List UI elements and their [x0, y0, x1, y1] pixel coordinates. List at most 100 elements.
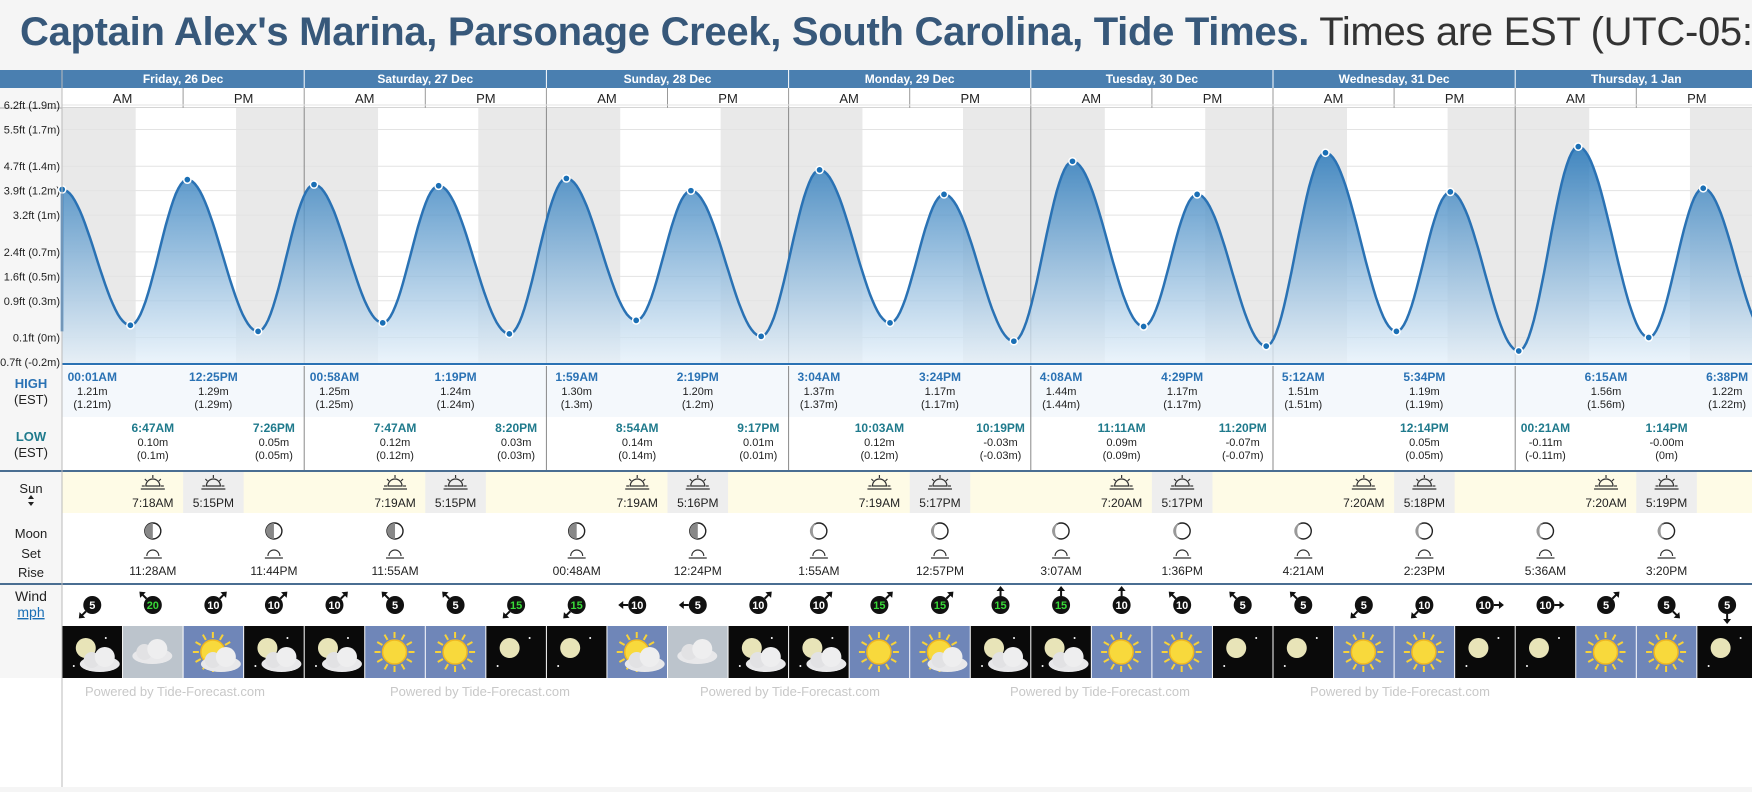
tide-point-low[interactable] — [631, 316, 641, 325]
tide-point-high[interactable] — [1573, 142, 1583, 151]
tide-point-low[interactable] — [1514, 346, 1524, 356]
wind-speed: 5 — [695, 600, 701, 612]
tide-height: 1.37m — [804, 386, 835, 398]
page-title: Captain Alex's Marina, Parsonage Creek, … — [20, 10, 1752, 55]
tide-point-high[interactable] — [309, 180, 319, 189]
weather-night-clear-icon — [486, 626, 546, 678]
moonset-icon — [567, 549, 586, 559]
weather-sunny-icon — [849, 626, 910, 678]
tide-point-high[interactable] — [434, 181, 443, 191]
am-label: AM — [597, 91, 617, 106]
tide-point-low[interactable] — [1009, 336, 1019, 346]
tide-point-high[interactable] — [562, 174, 571, 183]
sort-arrows-icon[interactable] — [28, 495, 34, 506]
moonrise-icon — [1415, 549, 1434, 559]
tide-height-alt: (0.09m) — [1103, 450, 1141, 462]
tide-point-low[interactable] — [505, 329, 514, 339]
y-tick-label: 2.4ft (0.7m) — [4, 247, 60, 259]
weather-night-cloudy-icon — [970, 626, 1031, 678]
powered-by-footer: Powered by Tide-Forecast.com — [1310, 684, 1490, 699]
tide-time: 6:47AM — [131, 421, 174, 435]
moonrise-icon — [143, 549, 162, 559]
tide-point-high[interactable] — [815, 165, 824, 175]
sunset-time: 5:17PM — [1161, 496, 1202, 510]
wind-badge — [991, 596, 1010, 614]
tide-point-low[interactable] — [885, 318, 895, 328]
am-label: AM — [1324, 91, 1344, 106]
tide-point-low[interactable] — [756, 331, 766, 341]
moonset-icon — [1294, 549, 1313, 559]
wind-indicator — [1657, 596, 1681, 619]
moon-phase-icon — [1415, 522, 1434, 540]
tide-point-high[interactable] — [1321, 148, 1330, 158]
tide-point-low[interactable] — [1392, 327, 1401, 336]
wind-badge — [1354, 596, 1373, 614]
high-row-bg — [62, 366, 1752, 417]
wind-indicator — [264, 591, 288, 614]
moon-time: 1:36PM — [1161, 564, 1202, 578]
sunrise-icon — [383, 475, 408, 490]
wind-indicator — [1718, 596, 1737, 624]
wind-speed: 10 — [752, 600, 764, 612]
weather-partly-sunny-icon — [183, 626, 244, 678]
wind-badge — [1536, 596, 1555, 614]
high-row-label: HIGH — [15, 376, 48, 391]
sunrise-time: 7:18AM — [132, 496, 173, 510]
wind-speed: 5 — [392, 600, 398, 612]
moon-phase-icon — [144, 522, 162, 540]
weather-night-cloudy-icon — [62, 626, 123, 678]
wind-speed: 10 — [1418, 600, 1430, 612]
sun-row-bg — [62, 472, 1752, 513]
tide-height: 1.51m — [1288, 386, 1319, 398]
moon-time: 3:20PM — [1646, 564, 1687, 578]
tide-point-high[interactable] — [686, 186, 696, 196]
tide-point-high[interactable] — [1698, 183, 1708, 193]
low-row-bg — [62, 417, 1752, 470]
weather-night-clear-icon — [546, 626, 607, 678]
wind-indicator — [139, 591, 162, 614]
tide-point-high[interactable] — [182, 175, 192, 185]
tide-point-high[interactable] — [939, 189, 949, 199]
sunrise-time: 7:19AM — [374, 496, 415, 510]
wind-indicator — [381, 591, 405, 614]
powered-by-footer: Powered by Tide-Forecast.com — [85, 684, 265, 699]
moonrise-icon — [1657, 549, 1676, 559]
moonset-icon — [264, 549, 283, 559]
tide-point-low[interactable] — [1139, 322, 1148, 331]
tide-height-alt: (1.21m) — [73, 399, 111, 411]
moon-time: 5:36AM — [1525, 564, 1566, 578]
tide-point-low[interactable] — [253, 327, 263, 336]
wind-indicator — [1597, 591, 1620, 614]
wind-indicator — [563, 596, 586, 619]
wind-indicator — [1410, 596, 1434, 619]
wind-unit-link[interactable]: mph — [17, 604, 44, 620]
wind-speed: 5 — [89, 600, 95, 612]
tide-height-alt: (1.56m) — [1587, 399, 1625, 411]
sunset-icon — [927, 475, 952, 490]
tide-height-alt: (0.05m) — [1405, 450, 1443, 462]
wind-badge — [930, 596, 949, 614]
wind-speed: 10 — [328, 600, 340, 612]
pm-label: PM — [1203, 91, 1223, 106]
tide-point-low[interactable] — [1644, 333, 1654, 342]
moonrise-icon — [930, 549, 949, 559]
tide-point-low[interactable] — [126, 320, 135, 330]
tide-line — [60, 145, 1752, 353]
tide-height: 1.21m — [77, 386, 108, 398]
tide-point-high[interactable] — [1445, 187, 1455, 197]
tide-point-high[interactable] — [1192, 189, 1202, 199]
tide-point-low[interactable] — [1261, 341, 1271, 351]
moon-time: 11:28AM — [129, 564, 176, 578]
tide-height-alt: (1.17m) — [921, 399, 959, 411]
pm-label: PM — [1445, 91, 1465, 106]
moonrise-icon — [688, 549, 707, 559]
y-tick-label: 0.1ft (0m) — [13, 333, 60, 345]
y-tick-label: -0.7ft (-0.2m) — [0, 357, 60, 369]
moon-time: 12:57PM — [916, 564, 964, 578]
tide-point-low[interactable] — [378, 318, 388, 328]
moon-time: 00:48AM — [553, 564, 601, 578]
pm-label: PM — [1687, 91, 1707, 106]
tide-height: 1.19m — [1409, 386, 1440, 398]
moon-phase-icon — [1173, 522, 1191, 540]
tide-point-high[interactable] — [1068, 156, 1077, 166]
